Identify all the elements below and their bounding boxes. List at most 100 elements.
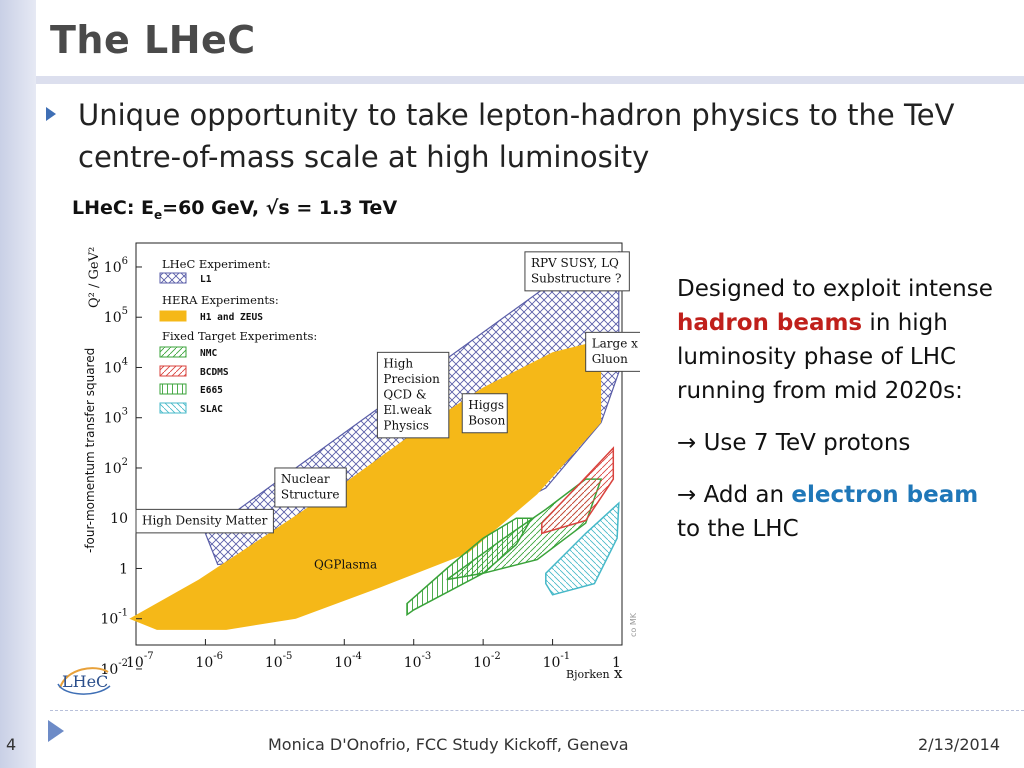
annotation-box: [274, 467, 347, 508]
y-tick-base: 10: [104, 260, 122, 276]
y-tick-base: 10: [104, 310, 122, 326]
x-tick-exp: -5: [283, 651, 293, 662]
y-tick-exp: 5: [122, 306, 128, 317]
page-number: 4: [6, 735, 17, 754]
protons-point: → Use 7 TeV protons: [677, 430, 911, 456]
credit-label: co MK: [629, 612, 638, 637]
x-tick-base: 10: [543, 655, 561, 671]
x-tick-label: 10-2: [473, 651, 501, 671]
x-tick-exp: -6: [213, 651, 223, 662]
annotation-box: [376, 351, 450, 439]
logo-swoosh-2: [57, 683, 111, 695]
legend-title: LHeC Experiment:: [162, 257, 271, 271]
y-tick-exp: 4: [122, 356, 128, 367]
beam-parameters: LHeC: Ee=60 GeV, √s = 1.3 TeV: [72, 197, 397, 222]
title-underline: [36, 76, 1024, 84]
x-tick-label: 10-4: [334, 651, 362, 671]
legend-label: E665: [200, 385, 223, 396]
bullet-arrow-icon: [46, 107, 56, 121]
x-tick-base: 10: [126, 655, 144, 671]
hadron-beams-highlight: hadron beams: [677, 310, 863, 336]
y-tick-label: 10: [110, 511, 128, 527]
legend-label: L1: [200, 274, 212, 285]
electron-text-a: → Add an: [677, 482, 792, 508]
legend-swatch: [159, 402, 187, 414]
annotation-box: [524, 251, 630, 292]
annotation-text: Structure: [281, 487, 340, 501]
annotation-text: High: [383, 356, 413, 370]
y-tick-exp: 2: [122, 457, 128, 468]
y-tick-label: 106: [104, 256, 128, 276]
x-tick-exp: -3: [422, 651, 432, 662]
x-tick-label: 10-1: [543, 651, 571, 671]
subhead-prefix: LHeC: E: [72, 197, 155, 219]
annotation-text: QGPlasma: [314, 557, 377, 571]
annotation-box: [585, 331, 640, 372]
legend-title: HERA Experiments:: [162, 293, 279, 307]
region-slac: [545, 501, 620, 596]
side-description: Designed to exploit intense hadron beams…: [677, 272, 1007, 564]
main-bullet: Unique opportunity to take lepton-hadron…: [78, 98, 955, 174]
y-tick-exp: 3: [122, 407, 128, 418]
legend-title: Fixed Target Experiments:: [162, 329, 317, 343]
lhec-logo: LHeC: [57, 667, 111, 695]
y-tick-label: 104: [104, 356, 128, 376]
legend-label: BCDMS: [200, 367, 229, 378]
y-axis-quantity: Q² / GeV²: [87, 247, 102, 308]
y-tick-label: 105: [104, 306, 128, 326]
annotation-text: Boson: [468, 413, 505, 427]
annotation-text: Higgs: [468, 398, 504, 412]
legend-swatch: [159, 346, 187, 358]
legend-swatch: [159, 365, 187, 377]
annotation-text: Precision: [383, 372, 440, 386]
region-e665: [406, 517, 534, 617]
logo-text: LHeC: [62, 672, 108, 691]
x-axis-label: x: [614, 664, 623, 682]
annotation-text: Nuclear: [281, 472, 330, 486]
y-tick-base: 10: [100, 612, 118, 628]
x-tick-base: 1: [612, 655, 621, 671]
x-tick-label: 10-5: [265, 651, 293, 671]
x-tick-exp: -7: [144, 651, 154, 662]
y-tick-exp: -1: [118, 608, 128, 619]
x-tick-label: 10-6: [195, 651, 223, 671]
annotation-box: [461, 393, 508, 434]
y-tick-base: 10: [104, 411, 122, 427]
y-tick-exp: 6: [122, 256, 128, 267]
x-tick-base: 10: [473, 655, 491, 671]
y-tick-base: 10: [104, 360, 122, 376]
x-tick-label: 1: [612, 655, 621, 671]
footer-arrow-icon: [48, 720, 64, 742]
y-tick-label: 10-2: [100, 658, 128, 678]
electron-text-b: to the LHC: [677, 516, 799, 542]
y-tick-base: 10: [110, 511, 128, 527]
axis-labels: -four-momentum transfer squared Q² / GeV²…: [83, 247, 623, 682]
design-text-a: Designed to exploit intense: [677, 276, 993, 302]
subhead-suffix: =60 GeV, √s = 1.3 TeV: [162, 197, 398, 219]
y-tick-base: 10: [100, 662, 118, 678]
legend-label: NMC: [200, 348, 217, 359]
footer-author: Monica D'Onofrio, FCC Study Kickoff, Gen…: [268, 735, 629, 754]
x-tick-base: 10: [334, 655, 352, 671]
x-tick-base: 10: [195, 655, 213, 671]
legend-swatch: [159, 272, 187, 284]
x-axis-sublabel: Bjorken: [566, 668, 610, 681]
annotation-text: Gluon: [592, 352, 628, 366]
subhead-subscript: e: [154, 207, 163, 222]
x-tick-base: 10: [404, 655, 422, 671]
electron-beam-highlight: electron beam: [791, 482, 979, 508]
annotation-text: Physics: [383, 418, 428, 432]
y-tick-label: 1: [119, 561, 128, 577]
y-tick-label: 103: [104, 407, 128, 427]
annotation-text: Substructure ?: [531, 271, 621, 285]
annotation-text: El.weak: [383, 403, 432, 417]
footer-divider: [50, 710, 1024, 711]
x-tick-base: 10: [265, 655, 283, 671]
y-tick-label: 10-1: [100, 608, 128, 628]
legend-swatch: [159, 383, 187, 395]
x-tick-exp: -2: [491, 651, 501, 662]
y-tick-base: 1: [119, 561, 128, 577]
annotation-box: [135, 508, 274, 534]
region-bcdms: [541, 446, 615, 535]
x-tick-exp: -1: [560, 651, 570, 662]
